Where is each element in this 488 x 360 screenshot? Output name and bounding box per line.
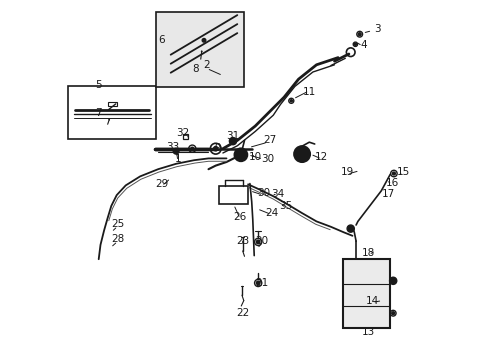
Text: 17: 17 (381, 189, 394, 199)
Text: 5: 5 (95, 80, 102, 90)
Text: 24: 24 (264, 208, 278, 218)
Bar (108, 102, 116, 106)
Circle shape (300, 153, 303, 156)
Circle shape (190, 147, 193, 150)
Bar (156, 12, 244, 87)
Text: 32: 32 (176, 128, 189, 138)
Text: 26: 26 (233, 212, 246, 222)
Text: 25: 25 (111, 219, 124, 229)
Text: 10: 10 (248, 152, 262, 162)
Circle shape (358, 33, 361, 36)
Text: 35: 35 (279, 201, 292, 211)
Circle shape (289, 100, 292, 102)
Text: 19: 19 (340, 167, 353, 177)
Text: 16: 16 (385, 177, 398, 188)
Bar (182, 134, 187, 139)
Text: 7: 7 (95, 108, 102, 118)
Text: 15: 15 (396, 167, 409, 177)
Circle shape (346, 225, 354, 232)
Text: 2: 2 (203, 60, 209, 70)
Circle shape (202, 39, 205, 42)
Circle shape (213, 147, 218, 151)
Text: 30: 30 (261, 154, 274, 164)
Text: 3: 3 (374, 24, 380, 34)
Text: 4: 4 (359, 40, 366, 50)
Text: 28: 28 (111, 234, 124, 244)
Circle shape (256, 240, 260, 244)
Text: 12: 12 (315, 152, 328, 162)
Text: 22: 22 (236, 308, 249, 318)
Text: 9: 9 (214, 143, 221, 153)
Text: 29: 29 (155, 179, 168, 189)
Text: 23: 23 (236, 236, 249, 246)
Circle shape (256, 281, 260, 285)
Text: 13: 13 (361, 327, 375, 337)
Text: 20: 20 (255, 236, 268, 246)
Circle shape (229, 138, 236, 145)
Text: 1: 1 (174, 154, 181, 164)
Text: 30: 30 (256, 188, 269, 198)
Text: 27: 27 (263, 135, 276, 145)
Circle shape (392, 172, 394, 175)
Text: 34: 34 (271, 189, 284, 199)
Circle shape (389, 277, 396, 284)
Text: 21: 21 (255, 278, 268, 288)
Text: 8: 8 (192, 64, 199, 74)
Circle shape (234, 148, 247, 161)
Text: 33: 33 (165, 141, 179, 152)
Bar (68, 86, 156, 139)
Text: 18: 18 (361, 248, 375, 258)
Text: 31: 31 (226, 131, 239, 141)
Circle shape (391, 312, 394, 315)
Bar (343, 259, 389, 328)
Circle shape (354, 43, 356, 45)
Bar (219, 186, 247, 204)
Text: 11: 11 (302, 87, 315, 97)
Text: 6: 6 (158, 35, 164, 45)
Circle shape (294, 146, 309, 162)
Text: 14: 14 (365, 296, 378, 306)
Circle shape (239, 153, 242, 156)
Circle shape (173, 148, 179, 154)
